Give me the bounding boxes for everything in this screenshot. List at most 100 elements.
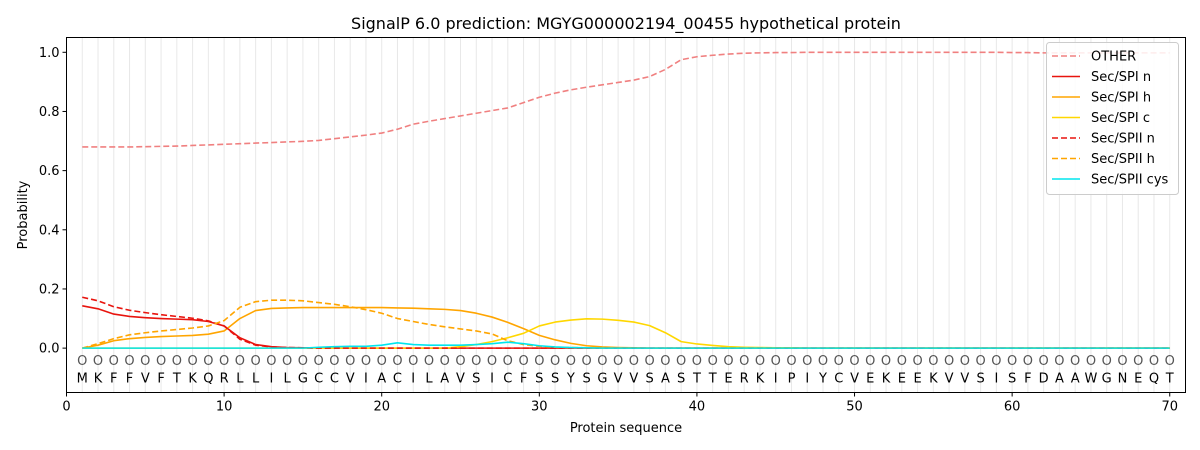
- residue-letter: P: [788, 372, 796, 387]
- series-lines: [82, 51, 1170, 349]
- chart-title: SignalP 6.0 prediction: MGYG000002194_00…: [351, 14, 901, 34]
- residue-letter: K: [188, 372, 197, 387]
- residue-letter: N: [1118, 372, 1128, 387]
- residue-letter: S: [472, 372, 480, 387]
- residue-marker: O: [172, 354, 182, 369]
- residue-letter: W: [1085, 372, 1098, 387]
- residue-marker: O: [834, 354, 844, 369]
- residue-letter: T: [1165, 372, 1174, 387]
- residue-letter: Q: [1149, 372, 1159, 387]
- residue-letter: S: [535, 372, 543, 387]
- residue-marker: O: [708, 354, 718, 369]
- y-tick-label: 0.8: [39, 105, 60, 120]
- residue-marker: O: [187, 354, 197, 369]
- residue-marker: O: [991, 354, 1001, 369]
- residue-letter: D: [1039, 372, 1049, 387]
- residue-marker: O: [849, 354, 859, 369]
- residue-marker: O: [345, 354, 355, 369]
- residue-letter: I: [805, 372, 809, 387]
- y-tick-label: 0.0: [39, 342, 60, 357]
- residue-letter: C: [393, 372, 402, 387]
- residue-marker: O: [771, 354, 781, 369]
- x-axis-ticks: 0 10 20 30 40 50 60 70: [62, 392, 1178, 415]
- residue-marker: O: [975, 354, 985, 369]
- residue-marker: O: [597, 354, 607, 369]
- residue-marker: O: [645, 354, 655, 369]
- residue-marker: O: [124, 354, 134, 369]
- residue-marker: O: [109, 354, 119, 369]
- residue-letter: I: [364, 372, 368, 387]
- residue-letter: Y: [818, 372, 827, 387]
- residue-marker: O: [944, 354, 954, 369]
- residue-letter: Q: [203, 372, 213, 387]
- residue-marker: O: [298, 354, 308, 369]
- series-line-sec-spii-cys: [82, 341, 1170, 349]
- residue-letter: R: [220, 372, 229, 387]
- residue-marker: O: [93, 354, 103, 369]
- y-axis-label: Probability: [16, 180, 31, 249]
- residue-marker: O: [581, 354, 591, 369]
- residue-marker: O: [960, 354, 970, 369]
- residue-letter: A: [1055, 372, 1064, 387]
- y-axis-ticks: 0.0 0.2 0.4 0.6 0.8 1.0: [39, 46, 67, 357]
- residue-marker: O: [314, 354, 324, 369]
- residue-letter: L: [284, 372, 292, 387]
- residue-letter: V: [850, 372, 859, 387]
- residue-letter: V: [141, 372, 150, 387]
- residue-letter: L: [252, 372, 260, 387]
- residue-letter: F: [126, 372, 133, 387]
- residue-letter: I: [269, 372, 273, 387]
- residue-letter: T: [172, 372, 181, 387]
- residue-letter: S: [677, 372, 685, 387]
- residue-letter: S: [976, 372, 984, 387]
- residue-letter: A: [440, 372, 449, 387]
- residue-letter: K: [756, 372, 765, 387]
- residue-marker: O: [203, 354, 213, 369]
- residue-letter: V: [614, 372, 623, 387]
- residue-marker: O: [1023, 354, 1033, 369]
- residue-marker: O: [1149, 354, 1159, 369]
- residue-marker: O: [235, 354, 245, 369]
- residue-letter: E: [724, 372, 732, 387]
- residue-letter: G: [298, 372, 308, 387]
- grid-lines: [81, 37, 1171, 393]
- residue-letter: C: [314, 372, 323, 387]
- residue-letter: F: [110, 372, 117, 387]
- residue-marker: O: [503, 354, 513, 369]
- residue-letter: S: [582, 372, 590, 387]
- x-tick-label: 50: [846, 400, 863, 415]
- residue-letter: E: [1134, 372, 1142, 387]
- residue-letter: L: [425, 372, 433, 387]
- residue-letter: F: [157, 372, 164, 387]
- residue-marker: O: [156, 354, 166, 369]
- x-tick-label: 20: [373, 400, 390, 415]
- residue-letter: R: [740, 372, 749, 387]
- residue-letter: F: [520, 372, 527, 387]
- residue-letter: E: [913, 372, 921, 387]
- legend-label: Sec/SPI h: [1091, 91, 1151, 106]
- x-axis-label: Protein sequence: [570, 421, 682, 436]
- residue-letter: S: [1008, 372, 1016, 387]
- residue-letter: I: [411, 372, 415, 387]
- residue-letter: T: [692, 372, 701, 387]
- series-line-other: [82, 51, 1170, 148]
- sequence-row: OMOKOFOFOVOFOTOKOQOROLOLOIOLOGOCOCOVOIOA…: [77, 354, 1175, 387]
- residue-letter: K: [94, 372, 103, 387]
- residue-marker: O: [1117, 354, 1127, 369]
- residue-marker: O: [266, 354, 276, 369]
- residue-marker: O: [392, 354, 402, 369]
- residue-marker: O: [897, 354, 907, 369]
- residue-letter: G: [597, 372, 607, 387]
- residue-letter: G: [1102, 372, 1112, 387]
- residue-marker: O: [802, 354, 812, 369]
- residue-marker: O: [534, 354, 544, 369]
- residue-letter: K: [882, 372, 891, 387]
- residue-marker: O: [1007, 354, 1017, 369]
- residue-marker: O: [140, 354, 150, 369]
- residue-marker: O: [1070, 354, 1080, 369]
- residue-marker: O: [755, 354, 765, 369]
- residue-letter: A: [377, 372, 386, 387]
- residue-marker: O: [1039, 354, 1049, 369]
